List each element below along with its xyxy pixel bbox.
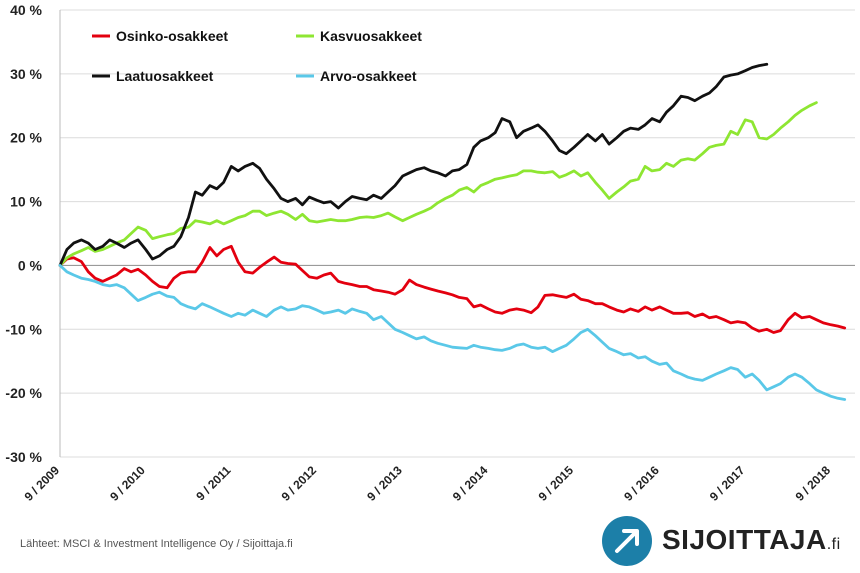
y-tick-label: 20 %	[10, 130, 42, 146]
series-line-kasvuosakkeet	[58, 101, 818, 267]
x-tick-label: 9 / 2011	[193, 463, 233, 503]
series-line-arvo-osakkeet	[58, 264, 847, 401]
x-tick-label: 9 / 2009	[22, 463, 63, 504]
brand-suffix: .fi	[826, 536, 841, 553]
x-tick-label: 9 / 2014	[450, 463, 491, 504]
y-tick-label: -20 %	[5, 385, 42, 401]
x-tick-label: 9 / 2018	[793, 463, 834, 504]
x-tick-label: 9 / 2012	[279, 463, 320, 504]
brand-name: SIJOITTAJA.fi	[662, 524, 841, 556]
x-tick-label: 9 / 2016	[621, 463, 662, 504]
series-line-laatuosakkeet	[58, 62, 769, 267]
brand-logo: SIJOITTAJA.fi	[602, 516, 858, 568]
legend: Osinko-osakkeet Kasvuosakkeet Laatuosakkee…	[92, 28, 422, 84]
legend-label: Arvo-osakkeet	[320, 68, 417, 84]
x-tick-label: 9 / 2017	[707, 463, 748, 504]
x-tick-label: 9 / 2013	[364, 463, 405, 504]
y-axis-ticks: 40 % 30 % 20 % 10 % 0 % -10 % -20 % -30 %	[5, 2, 42, 465]
series-lines	[58, 62, 847, 401]
x-tick-label: 9 / 2010	[107, 463, 148, 504]
y-tick-label: -30 %	[5, 449, 42, 465]
legend-label: Osinko-osakkeet	[116, 28, 228, 44]
y-tick-label: 40 %	[10, 2, 42, 18]
y-tick-label: 0 %	[18, 257, 43, 273]
brand-arrow-icon	[602, 516, 652, 566]
x-tick-label: 9 / 2015	[536, 463, 577, 504]
x-axis-ticks: 9 / 2009 9 / 2010 9 / 2011 9 / 2012 9 / 2013…	[22, 463, 834, 504]
legend-label: Laatuosakkeet	[116, 68, 214, 84]
brand-name-text: SIJOITTAJA	[662, 524, 827, 555]
source-note: Lähteet: MSCI & Investment Intelligence …	[20, 538, 293, 550]
series-line-osinko-osakkeet	[58, 244, 847, 334]
y-tick-label: -10 %	[5, 321, 42, 337]
legend-label: Kasvuosakkeet	[320, 28, 422, 44]
y-tick-label: 30 %	[10, 66, 42, 82]
y-tick-label: 10 %	[10, 194, 42, 210]
